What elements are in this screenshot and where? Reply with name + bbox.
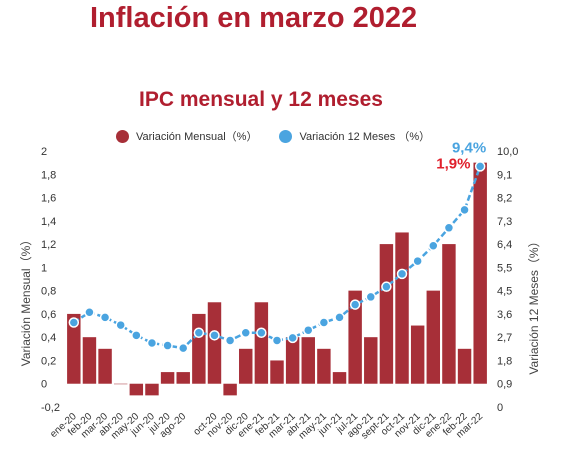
right-tick: 7,3 bbox=[497, 216, 512, 228]
point-nov-20 bbox=[224, 335, 236, 346]
left-axis-title: Variación Mensual（%） bbox=[19, 234, 33, 367]
point-ene-22 bbox=[443, 222, 455, 234]
x-axis-ticks: ene-20feb-20mar-20abr-20may-20jun-20jul-… bbox=[48, 411, 485, 442]
bar-jul-21 bbox=[348, 290, 362, 384]
left-tick: 1,6 bbox=[41, 193, 56, 205]
right-tick: 2,7 bbox=[497, 332, 512, 344]
bar-oct-20 bbox=[207, 302, 222, 384]
right-tick: 3,6 bbox=[497, 309, 512, 321]
point-ene-20 bbox=[68, 317, 80, 328]
left-tick: 1,2 bbox=[41, 239, 56, 251]
point-oct-20 bbox=[209, 330, 220, 341]
point-abr-21 bbox=[303, 324, 314, 336]
point-dic-21 bbox=[428, 240, 439, 251]
left-tick: 2 bbox=[41, 146, 47, 158]
point-ago-21 bbox=[365, 291, 377, 303]
bar-oct-21 bbox=[395, 232, 409, 384]
legend-swatch-monthly bbox=[116, 129, 129, 143]
bar-ene-20 bbox=[67, 313, 81, 384]
point-jun-21 bbox=[334, 312, 345, 323]
left-tick: 1,8 bbox=[41, 169, 56, 181]
bar-feb-22 bbox=[457, 348, 472, 384]
data-label: 1,9% bbox=[436, 156, 470, 173]
left-tick: 0,6 bbox=[41, 309, 56, 321]
right-axis-title: Variación 12 Meses（%） bbox=[527, 235, 541, 374]
point-feb-20 bbox=[84, 307, 95, 318]
point-jul-20 bbox=[162, 340, 173, 351]
left-tick: 0,4 bbox=[41, 332, 56, 344]
right-tick: 1,8 bbox=[497, 355, 512, 367]
right-tick: 4,5 bbox=[497, 286, 512, 298]
bar-mar-21 bbox=[285, 337, 300, 384]
right-axis-ticks: 10,0 9,1 8,2 7,3 6,4 5,5 4,5 3,6 2,7 1,8 0,9 0 bbox=[497, 146, 518, 414]
bar-dic-20 bbox=[239, 348, 253, 384]
right-tick: 0,9 bbox=[497, 379, 512, 391]
legend-label-annual: Variación 12 Meses （%） bbox=[299, 131, 431, 143]
monthly-bars bbox=[67, 162, 487, 396]
left-tick: 1 bbox=[41, 262, 47, 274]
point-ene-21 bbox=[256, 327, 267, 339]
bar-sept-20 bbox=[192, 313, 206, 384]
legend-swatch-annual bbox=[279, 129, 293, 143]
left-tick: 1,4 bbox=[41, 216, 56, 228]
point-abr-20 bbox=[115, 319, 126, 331]
bar-may-20 bbox=[129, 383, 144, 396]
right-tick: 8,2 bbox=[497, 193, 512, 205]
bar-jun-20 bbox=[145, 383, 159, 396]
bar-sept-21 bbox=[379, 244, 394, 384]
bar-mar-20 bbox=[98, 348, 112, 384]
bar-ene-22 bbox=[442, 244, 456, 384]
left-tick: 0 bbox=[41, 379, 47, 391]
point-mar-20 bbox=[99, 312, 111, 323]
bar-jun-21 bbox=[332, 372, 347, 384]
point-jun-20 bbox=[146, 337, 158, 349]
bar-feb-21 bbox=[270, 360, 284, 384]
data-label: 9,4% bbox=[452, 139, 486, 156]
point-nov-21 bbox=[412, 255, 423, 267]
legend-item-monthly: Variación Mensual（%） bbox=[116, 128, 257, 144]
chart-legend: Variación Mensual（%） Variación 12 Meses … bbox=[116, 128, 452, 144]
annual-line-path bbox=[73, 165, 482, 350]
point-may-21 bbox=[318, 317, 330, 328]
point-mar-22 bbox=[474, 161, 486, 172]
left-tick: -0,2 bbox=[41, 402, 60, 414]
point-dic-20 bbox=[240, 327, 251, 339]
page-title: Inflación en marzo 2022 bbox=[90, 2, 418, 34]
point-feb-21 bbox=[271, 335, 283, 346]
bar-dic-21 bbox=[426, 290, 441, 384]
point-jul-21 bbox=[349, 299, 361, 310]
point-oct-21 bbox=[396, 268, 408, 280]
left-axis-ticks: 2 1,8 1,6 1,4 1,2 1 0,8 0,6 0,4 0,2 0 -0,2 bbox=[41, 146, 60, 414]
chart-title: IPC mensual y 12 meses bbox=[139, 88, 383, 111]
bar-abr-20 bbox=[113, 383, 128, 385]
bar-jul-20 bbox=[160, 372, 175, 384]
point-may-20 bbox=[131, 330, 142, 341]
bar-feb-20 bbox=[82, 337, 97, 384]
bar-nov-21 bbox=[410, 325, 425, 384]
bar-mar-22 bbox=[473, 162, 487, 384]
legend-item-annual: Variación 12 Meses （%） bbox=[279, 128, 430, 144]
data-labels: 1,9%9,4% bbox=[436, 139, 486, 172]
point-sept-21 bbox=[381, 281, 392, 292]
annual-line bbox=[68, 161, 486, 354]
point-ago-20 bbox=[177, 342, 189, 354]
bar-ene-21 bbox=[254, 302, 269, 384]
point-sept-20 bbox=[193, 327, 205, 339]
right-tick: 5,5 bbox=[497, 262, 512, 274]
point-mar-21 bbox=[287, 332, 298, 344]
legend-label-monthly: Variación Mensual（%） bbox=[136, 131, 258, 143]
point-feb-22 bbox=[459, 204, 470, 216]
bar-nov-20 bbox=[223, 383, 237, 396]
bar-ago-21 bbox=[364, 337, 378, 384]
left-tick: 0,2 bbox=[41, 355, 56, 367]
bar-abr-21 bbox=[301, 337, 315, 384]
bar-may-21 bbox=[317, 348, 331, 384]
left-tick: 0,8 bbox=[41, 286, 56, 298]
right-tick: 6,4 bbox=[497, 239, 512, 251]
right-tick: 10,0 bbox=[497, 146, 518, 158]
bar-ago-20 bbox=[176, 372, 190, 384]
right-tick: 0 bbox=[497, 402, 503, 414]
right-tick: 9,1 bbox=[497, 169, 512, 181]
